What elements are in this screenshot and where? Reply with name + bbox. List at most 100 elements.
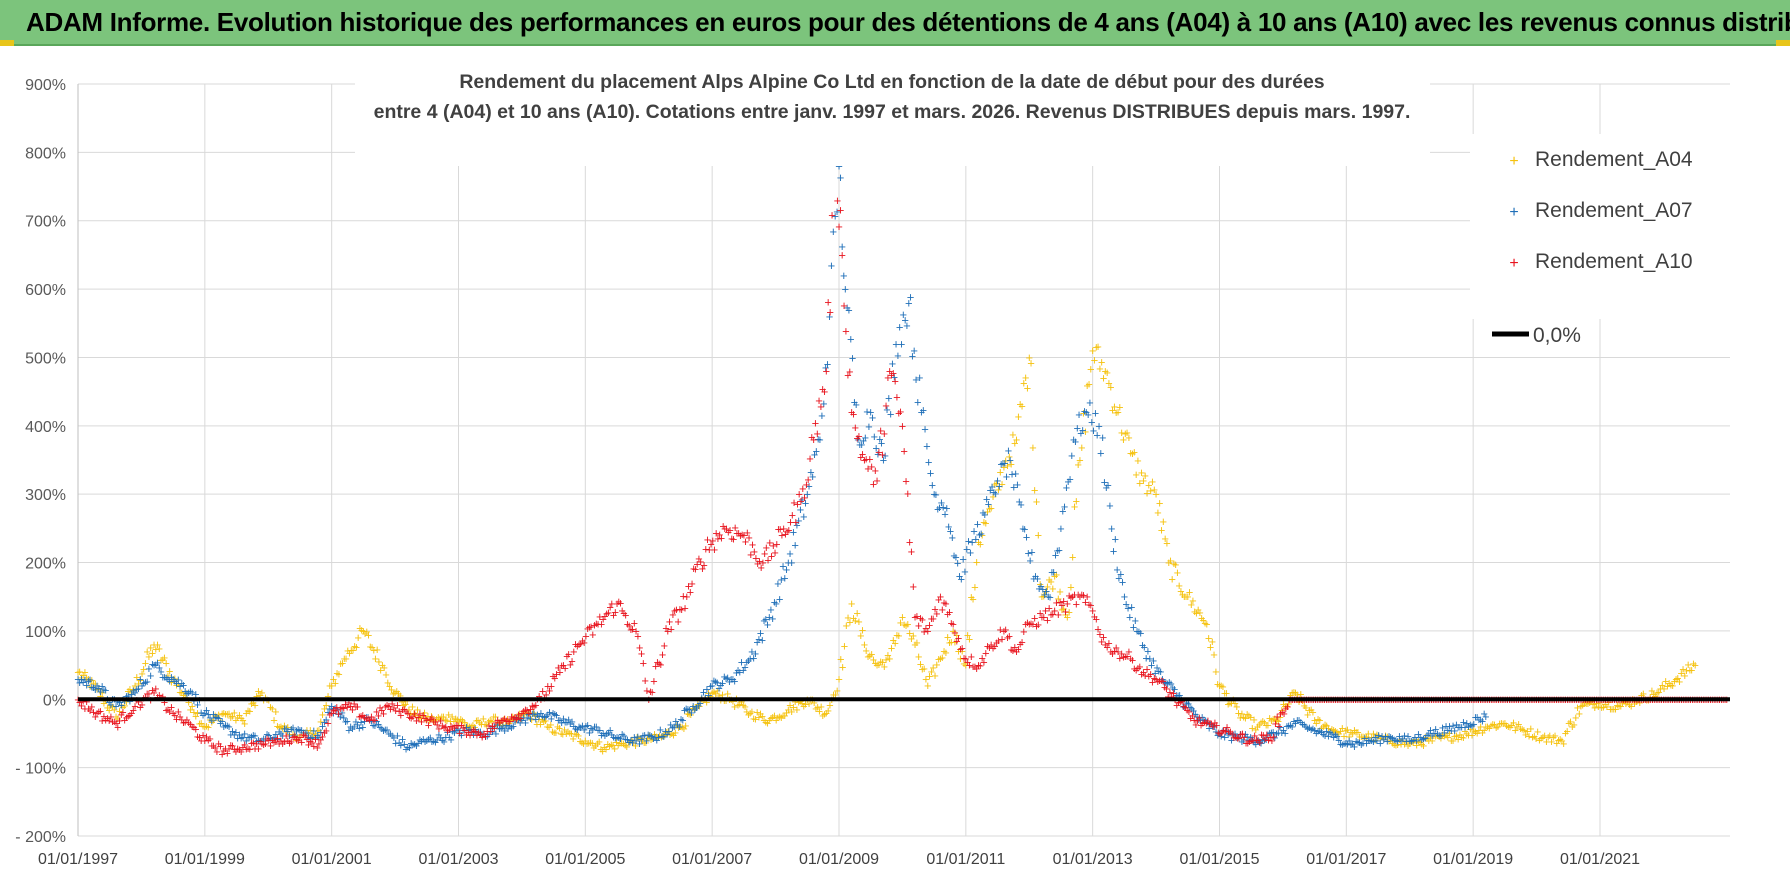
data-point: +: [943, 500, 951, 515]
data-point: +: [1612, 702, 1620, 717]
data-point: +: [598, 617, 606, 632]
data-point: +: [1041, 587, 1049, 602]
data-point: +: [699, 561, 707, 576]
data-point: +: [841, 639, 849, 654]
data-point: +: [933, 606, 941, 621]
data-point: +: [1601, 696, 1609, 711]
data-point: +: [1063, 480, 1071, 495]
data-point: +: [1210, 647, 1218, 662]
data-point: +: [865, 419, 873, 434]
data-point: +: [707, 536, 715, 551]
data-point: +: [494, 717, 502, 732]
data-point: +: [248, 696, 256, 711]
data-point: +: [1399, 733, 1407, 748]
data-point: +: [1368, 733, 1376, 748]
data-point: +: [135, 676, 143, 691]
data-point: +: [322, 712, 330, 727]
data-point: +: [888, 367, 896, 382]
data-point: +: [862, 643, 870, 658]
data-point: +: [819, 708, 827, 723]
data-point: +: [288, 721, 296, 736]
data-point: +: [659, 647, 667, 662]
data-point: +: [459, 723, 467, 738]
data-point: +: [750, 544, 758, 559]
data-point: +: [1077, 426, 1085, 441]
data-point: +: [891, 636, 899, 651]
data-point: +: [1056, 595, 1064, 610]
data-point: +: [822, 360, 830, 375]
data-point: +: [716, 527, 724, 542]
data-point: +: [85, 673, 93, 688]
data-point: +: [102, 712, 110, 727]
data-point: +: [833, 683, 841, 698]
data-point: +: [541, 709, 549, 724]
data-point: +: [162, 670, 170, 685]
data-point: +: [1487, 718, 1495, 733]
data-point: +: [605, 605, 613, 620]
data-point: +: [565, 712, 573, 727]
data-point: +: [962, 658, 970, 673]
y-tick-label: 500%: [25, 350, 66, 367]
y-tick-label: 300%: [25, 487, 66, 504]
data-point: +: [1180, 698, 1188, 713]
data-point: +: [1411, 731, 1419, 746]
data-point: +: [371, 718, 379, 733]
data-point: +: [1073, 421, 1081, 436]
data-point: +: [244, 741, 252, 756]
data-point: +: [893, 389, 901, 404]
data-point: +: [575, 719, 583, 734]
data-point: +: [1200, 613, 1208, 628]
data-point: +: [319, 718, 327, 733]
data-point: +: [1505, 719, 1513, 734]
data-point: +: [709, 533, 717, 548]
data-point: +: [452, 711, 460, 726]
data-point: +: [511, 710, 519, 725]
data-point: +: [900, 307, 908, 322]
data-point: +: [1280, 697, 1288, 712]
data-point: +: [409, 709, 417, 724]
data-point: +: [1600, 699, 1608, 714]
data-point: +: [697, 554, 705, 569]
data-point: +: [1319, 727, 1327, 742]
data-point: +: [1373, 733, 1381, 748]
data-point: +: [907, 289, 915, 304]
data-point: +: [111, 714, 119, 729]
data-point: +: [1080, 405, 1088, 420]
data-point: +: [978, 527, 986, 542]
data-point: +: [1182, 700, 1190, 715]
data-point: +: [1255, 717, 1263, 732]
data-point: +: [1306, 720, 1314, 735]
data-point: +: [1124, 600, 1132, 615]
data-point: +: [676, 602, 684, 617]
data-point: +: [289, 727, 297, 742]
data-point: +: [1466, 717, 1474, 732]
data-point: +: [922, 621, 930, 636]
data-point: +: [1057, 521, 1065, 536]
data-point: +: [150, 637, 158, 652]
data-point: +: [951, 625, 959, 640]
data-point: +: [1290, 713, 1298, 728]
data-point: +: [105, 695, 113, 710]
data-point: +: [1626, 697, 1634, 712]
data-point: +: [679, 713, 687, 728]
data-point: +: [253, 736, 261, 751]
data-point: +: [684, 706, 692, 721]
data-point: +: [995, 482, 1003, 497]
data-point: +: [119, 705, 127, 720]
data-point: +: [1389, 731, 1397, 746]
data-point: +: [492, 715, 500, 730]
data-point: +: [603, 606, 611, 621]
data-point: +: [604, 737, 612, 752]
data-point: +: [1186, 584, 1194, 599]
data-point: +: [1120, 650, 1128, 665]
data-point: +: [692, 700, 700, 715]
data-point: +: [1226, 726, 1234, 741]
data-point: +: [572, 721, 580, 736]
data-point: +: [263, 731, 271, 746]
data-point: +: [803, 487, 811, 502]
data-point: +: [164, 671, 172, 686]
data-point: +: [192, 709, 200, 724]
data-point: +: [433, 711, 441, 726]
data-point: +: [1447, 733, 1455, 748]
data-point: +: [847, 332, 855, 347]
